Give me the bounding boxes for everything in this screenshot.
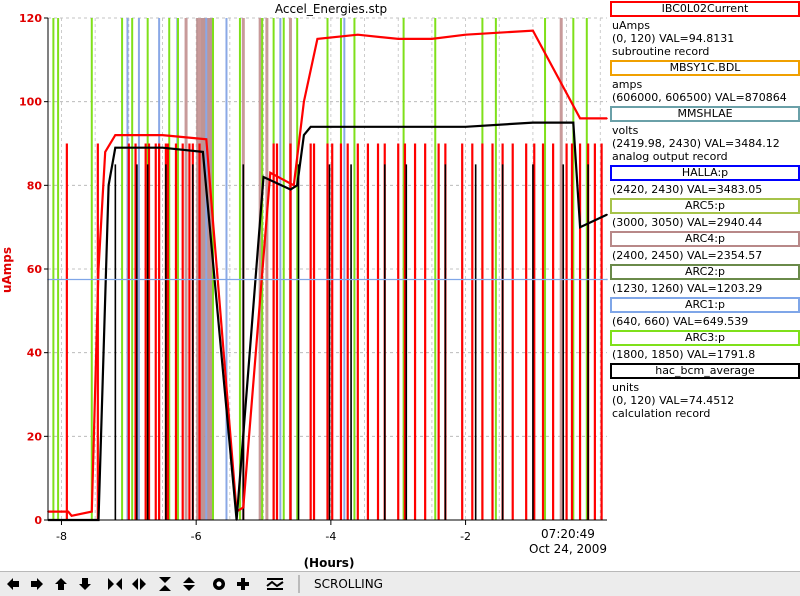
arrow-down-icon[interactable]: [76, 575, 94, 593]
y-tick-label: 20: [27, 430, 43, 443]
x-tick-label: -2: [460, 530, 471, 543]
toolbar: SCROLLING: [0, 571, 800, 596]
series-point: [309, 125, 312, 128]
x-axis-label: (Hours): [304, 556, 355, 570]
legend-info-line: (0, 120) VAL=94.8131: [612, 32, 735, 45]
expand-horizontal-icon[interactable]: [106, 575, 124, 593]
series-line: [48, 29, 607, 518]
series-point: [532, 29, 534, 32]
series-line: [48, 121, 608, 522]
separator-icon: [290, 575, 308, 593]
series-point: [205, 138, 208, 141]
scroll-mode-icon[interactable]: [266, 575, 284, 593]
legend-box[interactable]: HALLA:p: [610, 165, 800, 181]
series-point: [114, 134, 117, 136]
arrow-left-icon[interactable]: [4, 575, 22, 593]
chart: 0 20 40 60 80 100 120 -8 -6 -4 -2 Accel_Energies.s…: [0, 2, 608, 570]
series-point: [67, 510, 70, 513]
series-point: [464, 125, 467, 128]
legend-info-line: (2419.98, 2430) VAL=3484.12: [612, 137, 780, 150]
series-point: [464, 33, 467, 36]
arrow-up-icon[interactable]: [52, 575, 70, 593]
legend-info-line: (640, 660) VAL=649.539: [612, 315, 749, 328]
mode-label: SCROLLING: [314, 577, 383, 591]
x-tick-label: -8: [56, 530, 67, 543]
y-tick-label: 60: [27, 263, 43, 276]
series-point: [296, 184, 298, 187]
series-point: [303, 100, 305, 103]
legend-info-line: calculation record: [612, 407, 711, 420]
series-point: [70, 515, 73, 517]
legend-info-line: (0, 120) VAL=74.4512: [612, 394, 735, 407]
y-tick-label: 100: [19, 96, 42, 109]
series-point: [90, 510, 93, 513]
series-point: [431, 38, 433, 40]
timestamp-date: Oct 24, 2009: [529, 542, 607, 556]
legend-box[interactable]: ARC4:p: [610, 231, 800, 247]
legend-box[interactable]: ARC1:p: [610, 297, 800, 313]
y-tick-label: 40: [27, 347, 43, 360]
y-axis-label: uAmps: [0, 247, 14, 293]
series-point: [107, 184, 110, 187]
legend-box[interactable]: MBSY1C.BDL: [610, 60, 800, 76]
series-point: [579, 226, 581, 228]
y-tick-label: 0: [34, 514, 42, 527]
legend-box[interactable]: ARC3:p: [610, 330, 800, 346]
series-point: [114, 146, 117, 149]
legend-info-line: (1230, 1260) VAL=1203.29: [612, 282, 763, 295]
legend-box[interactable]: MMSHLAE: [610, 106, 800, 122]
series-point: [161, 146, 164, 149]
y-tick-label: 120: [19, 12, 42, 25]
legend-info-line: (1800, 1850) VAL=1791.8: [612, 348, 756, 361]
legend-box[interactable]: ARC5:p: [610, 198, 800, 214]
series-point: [97, 268, 100, 270]
series-point: [606, 213, 608, 216]
reset-circle-icon[interactable]: [210, 575, 228, 593]
series-point: [269, 171, 272, 174]
legend-info-line: uAmps: [612, 19, 650, 32]
series-point: [532, 121, 534, 124]
legend-info-line: analog output record: [612, 150, 728, 163]
series-point: [397, 125, 400, 128]
legend-box[interactable]: IBC0L02Current: [610, 1, 800, 17]
legend-info-line: (3000, 3050) VAL=2940.44: [612, 216, 763, 229]
series-point: [606, 278, 608, 281]
series-point: [289, 188, 292, 191]
legend-box[interactable]: hac_bcm_average: [610, 363, 800, 379]
series-point: [242, 506, 245, 509]
x-tick-label: -4: [325, 530, 336, 543]
series-point: [202, 151, 204, 153]
series-point: [572, 121, 575, 124]
legend-info-line: (2420, 2430) VAL=3483.05: [612, 183, 763, 196]
series-point: [293, 184, 295, 187]
legend-box[interactable]: ARC2:p: [610, 264, 800, 280]
legend-info-line: volts: [612, 124, 639, 137]
series-point: [606, 117, 608, 120]
series-point: [303, 134, 305, 136]
series-point: [357, 33, 359, 36]
series-point: [579, 117, 581, 120]
legend-info-line: units: [612, 381, 640, 394]
legend-info-line: (606000, 606500) VAL=870864: [612, 91, 787, 104]
series-point: [397, 38, 400, 40]
chart-title: Accel_Energies.stp: [275, 2, 387, 16]
y-tick-label: 80: [27, 179, 43, 192]
compress-vertical-icon[interactable]: [156, 575, 174, 593]
series-point: [262, 176, 265, 178]
arrow-right-icon[interactable]: [28, 575, 46, 593]
x-tick-label: -6: [191, 530, 202, 543]
series-point: [104, 151, 107, 153]
series-point: [316, 38, 319, 40]
plus-icon[interactable]: [234, 575, 252, 593]
legend-info-line: subroutine record: [612, 45, 710, 58]
series-point: [161, 134, 164, 136]
expand-vertical-icon[interactable]: [180, 575, 198, 593]
timestamp-time: 07:20:49: [541, 527, 595, 541]
legend-info-line: amps: [612, 78, 643, 91]
compress-horizontal-icon[interactable]: [130, 575, 148, 593]
legend-info-line: (2400, 2450) VAL=2354.57: [612, 249, 763, 262]
